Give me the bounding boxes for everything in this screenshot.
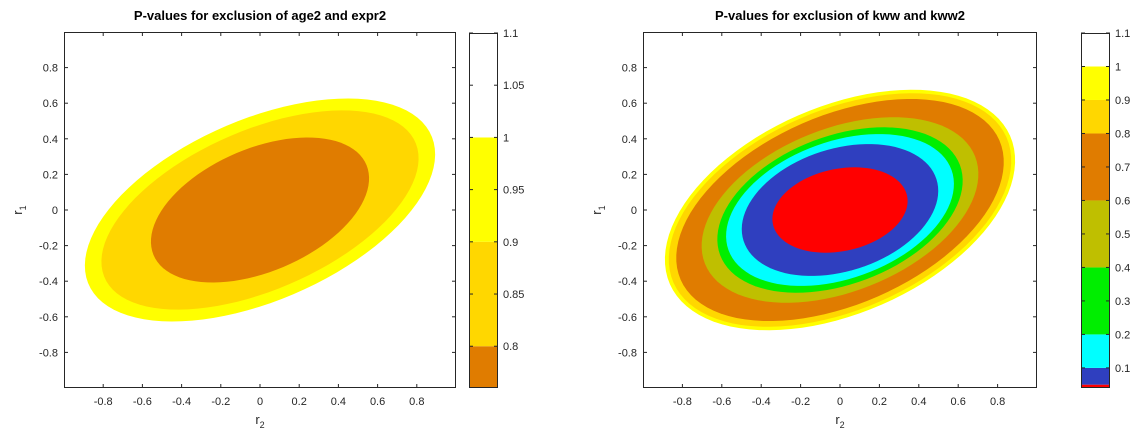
chart-2-colorbar-band-4 [1081,267,1110,335]
chart-1-y-tick-label: -0.6 [39,312,58,324]
chart-1-colorbar-band-4 [469,33,498,138]
chart-2-colorbar-tick-label: 1.1 [1115,28,1130,40]
chart-2-title: P-values for exclusion of kww and kww2 [715,8,965,23]
chart-2-colorbar-band-7 [1081,99,1110,134]
chart-2-x-tick-label: 0.4 [911,396,926,408]
chart-1-x-tick-label: 0 [257,396,263,408]
chart-1-x-tick-label: -0.2 [211,396,230,408]
chart-2-colorbar-band-8 [1081,66,1110,100]
chart-2-x-tick-label: 0 [837,396,843,408]
chart-2-y-tick-label: 0.2 [622,169,637,181]
chart-2-colorbar-tick-label: 0.1 [1115,363,1130,375]
chart-2-y-tick-label: 0.6 [622,98,637,110]
chart-2-y-axis-label: r1 [589,205,607,214]
chart-1-colorbar: 0.8 0.85 0.9 0.95 1 1.05 1.1 [469,28,524,388]
chart-1-y-tick-label: -0.4 [39,276,58,288]
chart-2-colorbar-box [1081,33,1110,388]
chart-1-colorbar-tick-label: 0.85 [503,289,524,301]
chart-1-panel: -0.8 -0.6 -0.4 -0.2 0 0.2 0.4 0.6 0.8 0.8 0.6 0.4 0.… [10,8,524,430]
chart-1-x-axis-label: r2 [255,412,264,430]
chart-1-y-tick-label: 0.2 [43,169,58,181]
chart-2-x-tick-label: -0.2 [791,396,810,408]
chart-2-colorbar-tick-label: 0.6 [1115,195,1130,207]
chart-2-colorbar-tick-label: 1 [1115,61,1121,73]
chart-2-x-tick-label: -0.4 [752,396,771,408]
chart-1-x-tick-label: 0.2 [292,396,307,408]
chart-2-y-tick-label: -0.2 [618,241,637,253]
chart-1-contour-region-3 [150,137,370,283]
chart-1-colorbar-tick-label: 1 [503,132,509,144]
chart-1-colorbar-band-2 [469,241,498,347]
chart-2-panel: -0.8 -0.6 -0.4 -0.2 0 0.2 0.4 0.6 0.80.80.60.40.… [589,8,1130,430]
chart-2-y-tick-label: 0.4 [622,134,637,146]
chart-2-y-tick-label: -0.4 [618,276,637,288]
chart-2-colorbar-tick-label: 0.3 [1115,296,1130,308]
chart-1-x-tick-label: 0.8 [409,396,424,408]
chart-1-contour-regions [84,98,436,322]
chart-2-x-tick-label: 0.2 [872,396,887,408]
chart-2-colorbar: 0.1 0.2 0.3 0.4 0.5 0.6 0.7 0.8 0.9 1 1.1 [1081,28,1130,388]
chart-1-y-tick-label: 0.6 [43,98,58,110]
chart-2-contour-region-8 [772,167,908,253]
chart-2-colorbar-tick-label: 0.7 [1115,162,1130,174]
chart-1-y-tick-label: -0.2 [39,241,58,253]
chart-2-y-tick-label: -0.6 [618,312,637,324]
chart-1-colorbar-box [469,33,498,388]
chart-2-colorbar-band-3 [1081,334,1110,368]
chart-2-colorbar-band-2 [1081,367,1110,385]
chart-1-x-tick-label: 0.6 [370,396,385,408]
chart-2-y-tick-label: 0.8 [622,63,637,75]
chart-1-colorbar-band-3 [469,137,498,242]
chart-1-x-tick-label: -0.4 [172,396,191,408]
chart-2-colorbar-band-1 [1081,384,1110,388]
chart-1-colorbar-tick-label: 0.9 [503,237,518,249]
chart-2-colorbar-band-6 [1081,133,1110,201]
chart-2-contour-regions [664,89,1016,331]
chart-2-x-tick-label: -0.6 [712,396,731,408]
chart-2-colorbar-tick-label: 0.9 [1115,95,1130,107]
chart-1-x-tick-label: -0.8 [94,396,113,408]
chart-2-colorbar-tick-label: 0.8 [1115,128,1130,140]
chart-2-x-tick-label: 0.6 [951,396,966,408]
chart-2-colorbar-band-5 [1081,200,1110,268]
chart-1-x-tick-label: -0.6 [133,396,152,408]
chart-2-x-tick-label: -0.8 [673,396,692,408]
chart-1-y-axis-label: r1 [10,205,28,214]
chart-2-colorbar-tick-label: 0.5 [1115,229,1130,241]
chart-1-colorbar-tick-label: 1.1 [503,28,518,40]
chart-2-colorbar-tick-label: 0.4 [1115,262,1130,274]
chart-1-colorbar-tick-label: 0.8 [503,341,518,353]
chart-1-y-tick-label: 0 [52,205,58,217]
chart-2-y-tick-label: 0 [631,205,637,217]
chart-2-y-tick-label: -0.8 [618,347,637,359]
chart-1-title: P-values for exclusion of age2 and expr2 [134,8,386,23]
chart-1-y-tick-label: 0.8 [43,63,58,75]
chart-1-y-tick-label: -0.8 [39,347,58,359]
chart-2-x-tick-label: 0.8 [990,396,1005,408]
chart-1-colorbar-tick-label: 0.95 [503,185,524,197]
chart-1-y-tick-label: 0.4 [43,134,58,146]
chart-1-colorbar-tick-label: 1.05 [503,80,524,92]
chart-1-x-tick-label: 0.4 [331,396,346,408]
chart-2-x-axis-label: r2 [835,412,844,430]
chart-2-colorbar-tick-label: 0.2 [1115,329,1130,341]
chart-1-colorbar-band-1 [469,346,498,388]
chart-2-colorbar-band-9 [1081,33,1110,67]
